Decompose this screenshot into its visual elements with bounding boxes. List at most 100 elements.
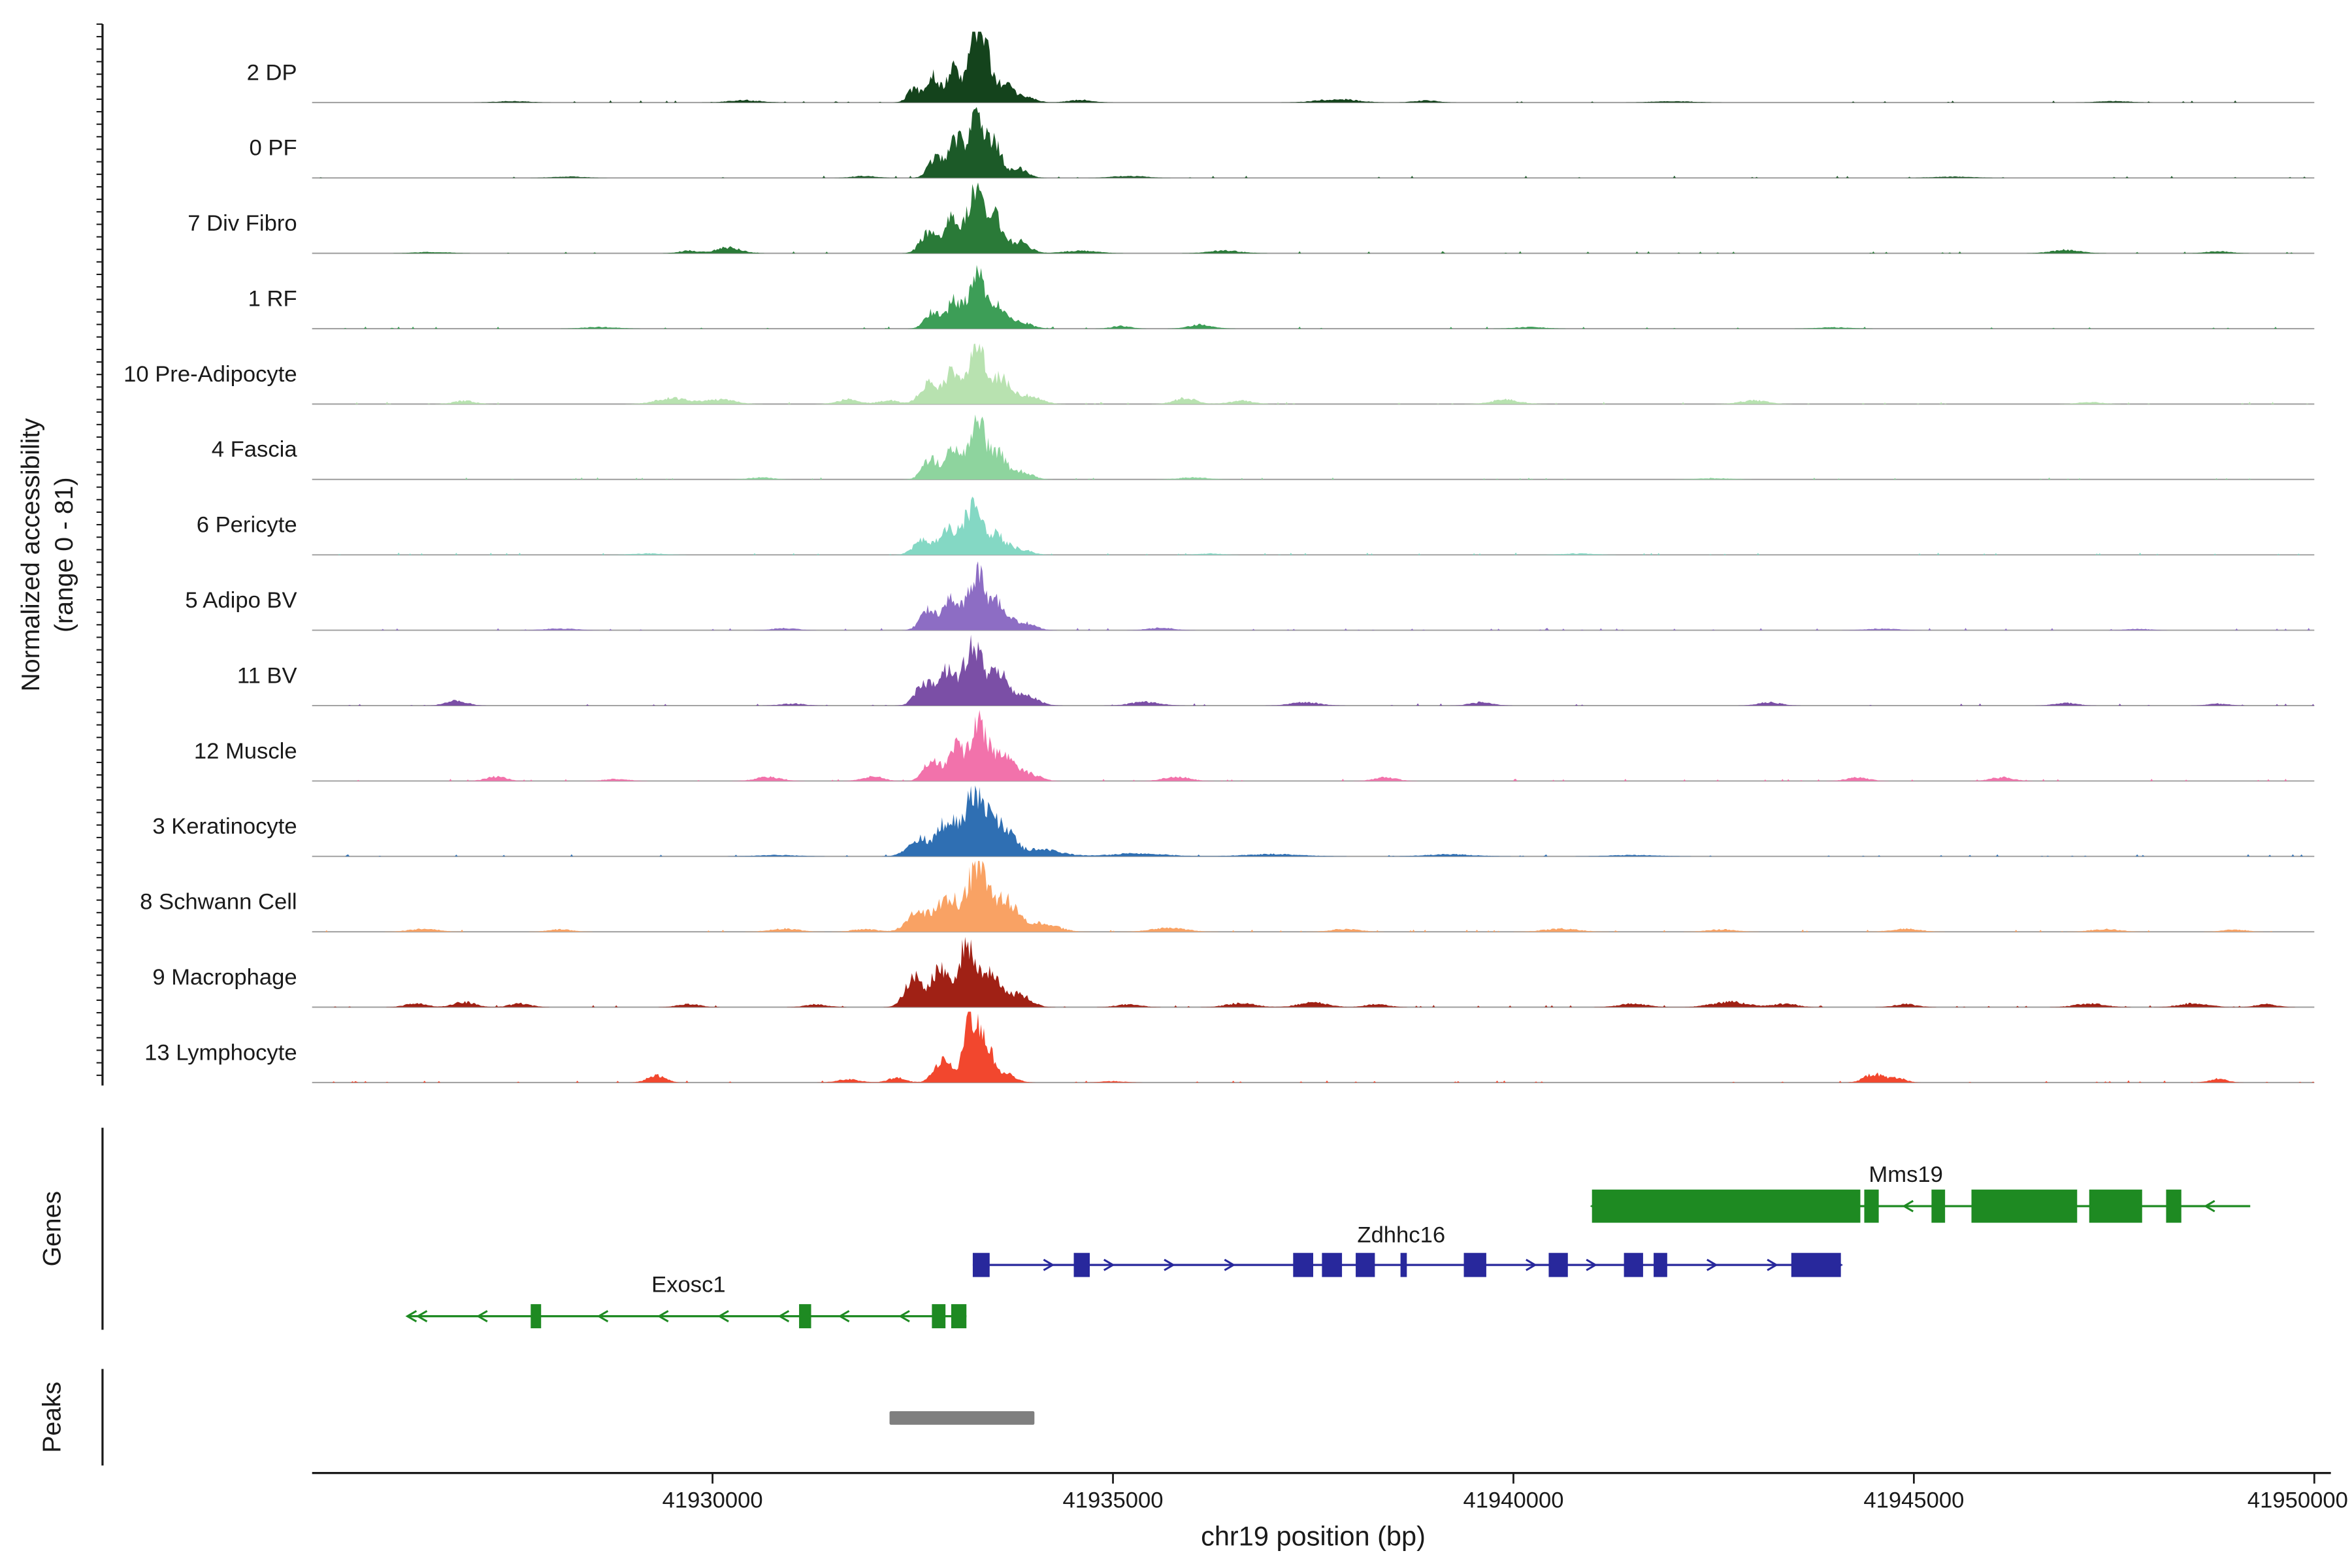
track-label: 5 Adipo BV — [185, 588, 297, 613]
strand-arrow-icon — [1707, 1258, 1718, 1271]
x-tick-label: 41940000 — [1463, 1488, 1563, 1513]
exon-box — [531, 1304, 542, 1329]
exon-box — [2089, 1189, 2142, 1223]
accessibility-area — [312, 182, 2315, 253]
track-label: 12 Muscle — [194, 739, 297, 764]
strand-arrow-icon — [1103, 1258, 1115, 1271]
exon-box — [1624, 1252, 1643, 1277]
accessibility-area — [312, 634, 2315, 706]
exon-box — [1400, 1252, 1407, 1277]
exon-box — [951, 1304, 967, 1329]
strand-arrow-icon — [1767, 1258, 1778, 1271]
exon-box — [1073, 1252, 1090, 1277]
strand-arrow-icon — [416, 1310, 428, 1322]
strand-arrow-icon — [1043, 1258, 1055, 1271]
peaks-section-label: Peaks — [37, 1382, 66, 1453]
strand-arrow-icon — [596, 1310, 609, 1322]
y-axis-label-line2: (range 0 - 81) — [50, 477, 78, 632]
exon-box — [1293, 1252, 1313, 1277]
strand-arrow-icon — [476, 1310, 488, 1322]
track-12-muscle: 12 Muscle — [194, 710, 2315, 782]
track-0-pf: 0 PF — [250, 106, 2315, 179]
track-2-dp: 2 DP — [247, 31, 2315, 103]
genes-section-label: Genes — [37, 1191, 66, 1267]
exon-box — [1864, 1189, 1879, 1223]
accessibility-area — [312, 414, 2315, 480]
accessibility-area — [312, 937, 2315, 1007]
strand-arrow-icon — [838, 1310, 850, 1322]
track-7-div-fibro: 7 Div Fibro — [188, 182, 2315, 254]
x-tick-label: 41950000 — [2247, 1488, 2348, 1513]
exon-box — [1791, 1252, 1841, 1277]
x-tick-label: 41935000 — [1063, 1488, 1164, 1513]
accessibility-area — [312, 561, 2315, 630]
exon-box — [1592, 1189, 1861, 1223]
gene-label: Mms19 — [1869, 1162, 1942, 1187]
strand-arrow-icon — [717, 1310, 729, 1322]
exon-box — [972, 1252, 990, 1277]
track-label: 6 Pericyte — [197, 513, 297, 538]
track-label: 2 DP — [247, 60, 297, 85]
track-label: 10 Pre-Adipocyte — [123, 362, 297, 387]
accessibility-area — [312, 31, 2315, 103]
track-label: 0 PF — [250, 136, 297, 161]
exon-box — [932, 1304, 946, 1329]
track-13-lymphocyte: 13 Lymphocyte — [144, 1011, 2315, 1083]
strand-arrow-icon — [1902, 1200, 1914, 1213]
accessibility-area — [312, 343, 2315, 404]
strand-terminal-arrow-icon — [405, 1310, 417, 1322]
exon-box — [1654, 1252, 1667, 1277]
accessibility-area — [312, 710, 2315, 781]
track-8-schwann-cell: 8 Schwann Cell — [140, 860, 2315, 933]
x-tick-label: 41945000 — [1863, 1488, 1964, 1513]
strand-arrow-icon — [2203, 1200, 2215, 1213]
exon-box — [1356, 1252, 1375, 1277]
exon-box — [1463, 1252, 1486, 1277]
exon-box — [1971, 1189, 2078, 1223]
x-axis-label: chr19 position (bp) — [1201, 1520, 1426, 1551]
track-9-macrophage: 9 Macrophage — [152, 937, 2315, 1008]
accessibility-area — [312, 785, 2315, 857]
track-label: 8 Schwann Cell — [140, 890, 297, 915]
strand-arrow-icon — [1586, 1258, 1597, 1271]
accessibility-area — [312, 1011, 2315, 1083]
strand-arrow-icon — [1526, 1258, 1537, 1271]
track-1-rf: 1 RF — [248, 265, 2315, 330]
accessibility-area — [312, 497, 2315, 555]
exon-box — [1322, 1252, 1343, 1277]
accessibility-area — [312, 265, 2315, 329]
track-11-bv: 11 BV — [237, 634, 2315, 707]
track-label: 9 Macrophage — [152, 965, 297, 990]
track-label: 13 Lymphocyte — [144, 1040, 297, 1065]
gene-mms19: Mms19 — [1590, 1162, 2251, 1223]
track-6-pericyte: 6 Pericyte — [197, 497, 2315, 556]
gene-exosc1: Exosc1 — [405, 1273, 967, 1329]
exon-box — [799, 1304, 811, 1329]
strand-arrow-icon — [777, 1310, 790, 1322]
track-3-keratinocyte: 3 Keratinocyte — [152, 785, 2315, 857]
track-5-adipo-bv: 5 Adipo BV — [185, 561, 2315, 631]
x-tick-label: 41930000 — [662, 1488, 763, 1513]
gene-zdhhc16: Zdhhc16 — [972, 1223, 1843, 1277]
track-label: 11 BV — [237, 663, 297, 688]
exon-box — [2166, 1189, 2181, 1223]
strand-arrow-icon — [1164, 1258, 1175, 1271]
gene-label: Exosc1 — [651, 1273, 726, 1298]
track-10-pre-adipocyte: 10 Pre-Adipocyte — [123, 343, 2315, 405]
track-label: 1 RF — [248, 286, 297, 311]
strand-arrow-icon — [657, 1310, 669, 1322]
strand-arrow-icon — [1224, 1258, 1236, 1271]
exon-box — [1931, 1189, 1946, 1223]
strand-arrow-icon — [898, 1310, 910, 1322]
accessibility-area — [312, 860, 2315, 932]
y-axis-label-line1: Normalized accessibility — [16, 418, 45, 692]
track-label: 3 Keratinocyte — [152, 814, 297, 839]
exon-box — [1548, 1252, 1568, 1277]
track-4-fascia: 4 Fascia — [212, 414, 2315, 480]
gene-label: Zdhhc16 — [1357, 1223, 1445, 1248]
accessibility-area — [312, 106, 2315, 178]
peak-bar — [889, 1411, 1035, 1425]
track-label: 7 Div Fibro — [188, 211, 297, 236]
